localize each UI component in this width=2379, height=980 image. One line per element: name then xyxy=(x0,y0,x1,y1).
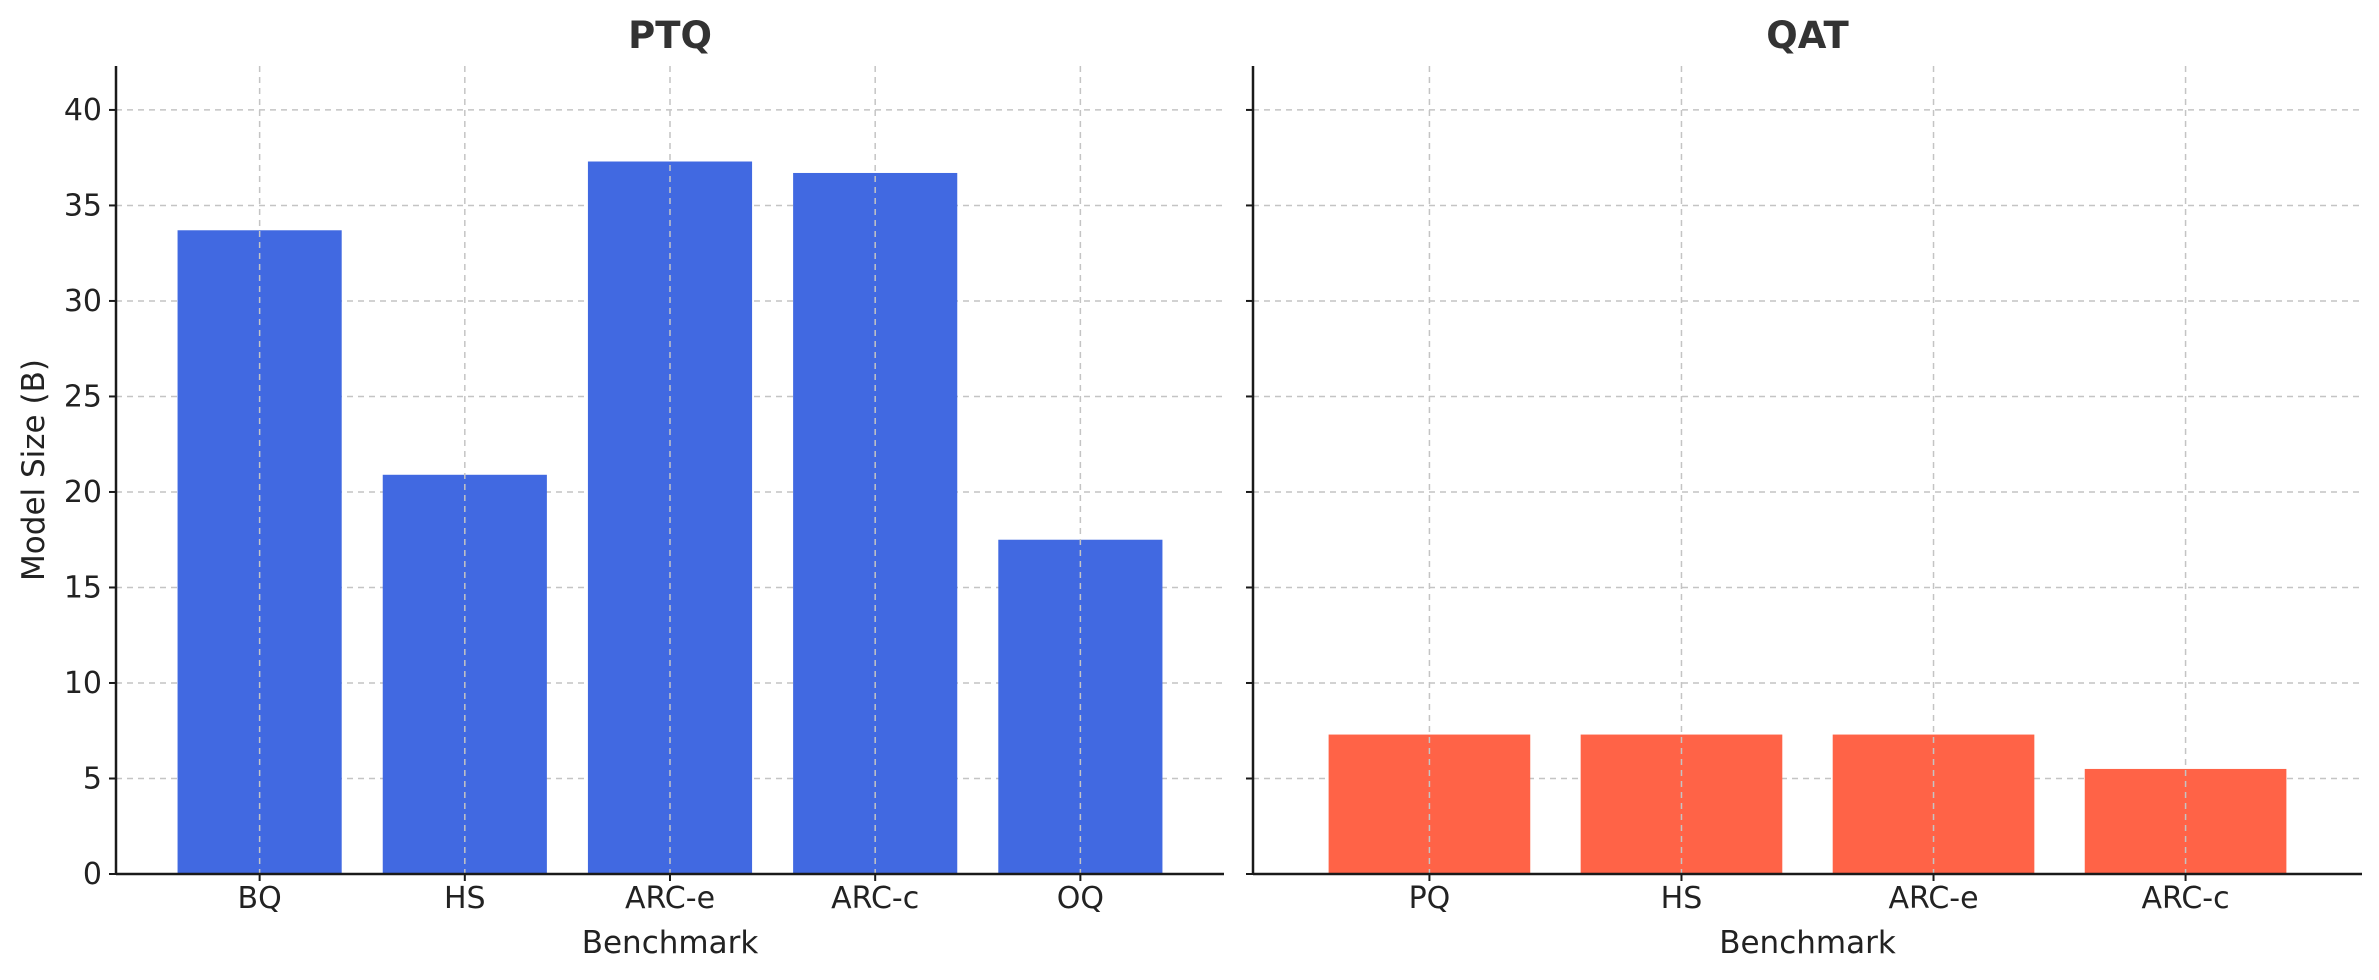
ptq-ytick-label: 40 xyxy=(64,93,102,128)
ptq-ytick-label: 30 xyxy=(64,284,102,319)
ptq-ytick-label: 25 xyxy=(64,379,102,414)
ptq-y-axis-title: Model Size (B) xyxy=(16,359,52,581)
ptq-x-axis-title: Benchmark xyxy=(582,925,759,961)
ptq-xtick-label: OQ xyxy=(1057,881,1104,916)
qat-xtick-label: PQ xyxy=(1409,881,1451,916)
ptq-ytick-label: 35 xyxy=(64,188,102,223)
qat-xtick-label: ARC-e xyxy=(1888,881,1978,916)
qat-x-axis-title: Benchmark xyxy=(1719,925,1896,961)
ptq-ytick-label: 5 xyxy=(83,761,102,796)
ptq-ytick-label: 15 xyxy=(64,570,102,605)
ptq-chart-title: PTQ xyxy=(628,14,712,57)
ptq-xtick-label: ARC-c xyxy=(831,881,919,916)
ptq-xtick-label: ARC-e xyxy=(625,881,715,916)
qat-xtick-label: HS xyxy=(1661,881,1703,916)
ptq-ytick-label: 0 xyxy=(83,857,102,892)
qat-chart-title: QAT xyxy=(1766,14,1849,57)
qat-xtick-label: ARC-c xyxy=(2141,881,2229,916)
ptq-ytick-label: 10 xyxy=(64,666,102,701)
ptq-xtick-label: HS xyxy=(444,881,486,916)
ptq-xtick-label: BQ xyxy=(238,881,282,916)
ptq-ytick-label: 20 xyxy=(64,475,102,510)
